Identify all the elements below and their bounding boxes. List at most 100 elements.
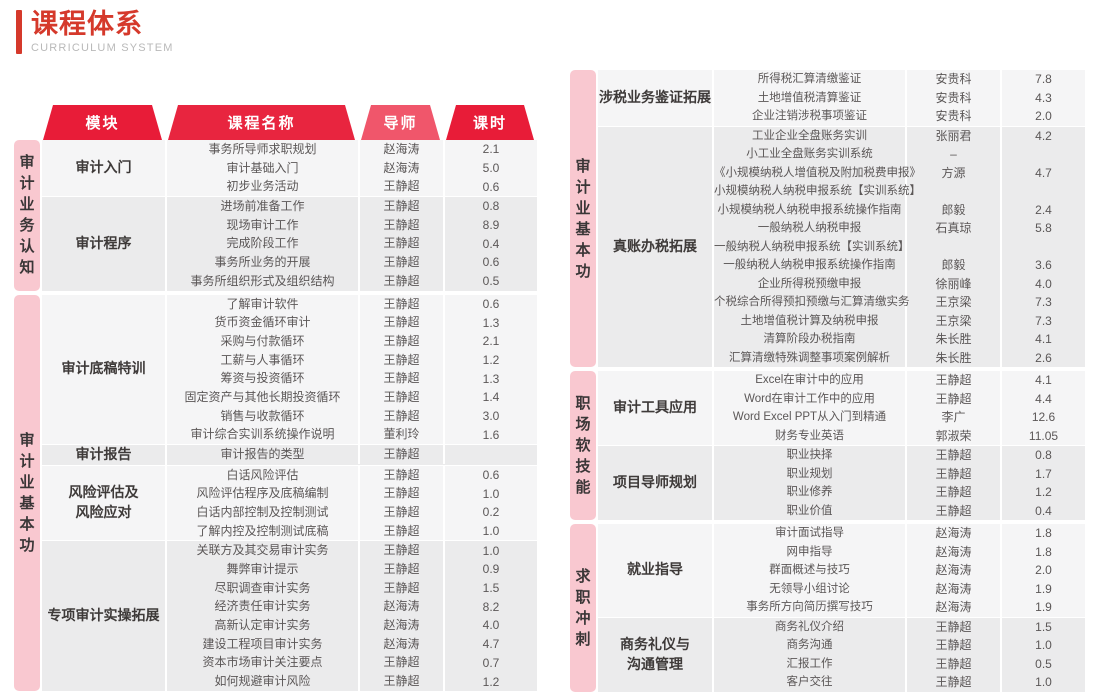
course-row: 固定资产与其他长期投资循环 王静超 1.4 (167, 387, 537, 407)
hours-cell: 7.3 (1035, 313, 1052, 328)
hours-cell: 2.6 (1035, 350, 1052, 365)
course-row: 如何规避审计风险 王静超 1.2 (167, 672, 537, 691)
instructor-cell: 王静超 (360, 578, 445, 598)
course-name-cell: 工业企业全盘账务实训 (714, 126, 907, 145)
instructor-cell: 王静超 (360, 294, 445, 314)
course-name-cell: 初步业务活动 (167, 177, 360, 197)
group-label-strip: 职场软技能 (570, 371, 596, 520)
instructor-cell: 王静超 (360, 234, 445, 254)
hours-cell: 12.6 (1031, 410, 1056, 425)
course-name-cell: 企业注销涉税事项鉴证 (714, 107, 907, 126)
instructor-cell: 张丽君 (907, 126, 1002, 145)
group-modules: 审计底稿特训 了解审计软件 王静超 0.6 货币资金循环审计 王静超 1.3 采购与付款循环王… (42, 294, 537, 691)
hours-cell: 2.1 (482, 334, 500, 349)
hours-cell: 0.7 (482, 655, 500, 670)
page-subtitle: CURRICULUM SYSTEM (31, 41, 174, 54)
course-name-cell: 尽职调查审计实务 (167, 578, 360, 598)
hours-cell: 1.7 (1035, 466, 1052, 481)
hours-cell: 5.8 (1035, 221, 1052, 236)
column-header: 导师 (358, 105, 443, 140)
course-row: 个税综合所得预扣预缴与汇算清缴实务 王京梁 7.3 (714, 293, 1085, 312)
course-name-cell: 商务沟通 (714, 636, 907, 655)
instructor-cell: 王静超 (907, 389, 1002, 408)
instructor-cell: 安贵科 (907, 107, 1002, 126)
course-row: 一般纳税人纳税申报 石真琼 5.8 (714, 219, 1085, 238)
hours-cell: 4.3 (1035, 90, 1052, 105)
hours-cell: 0.4 (482, 236, 500, 251)
hours-cell: 0.4 (1035, 503, 1052, 518)
course-row: 小规模纳税人纳税申报系统操作指南 郎毅 2.4 (714, 200, 1085, 219)
column-header-tab: 模块 (43, 105, 162, 140)
course-name-cell: 工薪与人事循环 (167, 350, 360, 370)
course-row: 工业企业全盘账务实训 张丽君 4.2 (714, 126, 1085, 145)
course-name-cell: 企业所得税预缴申报 (714, 274, 907, 293)
column-header-tab: 导师 (361, 105, 440, 140)
hours-cell: 4.1 (1035, 373, 1052, 388)
module-name: 审计底稿特训 (42, 294, 167, 444)
hours-cell: 1.0 (1035, 638, 1052, 653)
course-name-cell: 一般纳税人纳税申报 (714, 219, 907, 238)
course-name-cell: 清算阶段办税指南 (714, 330, 907, 349)
course-row: 工薪与人事循环 王静超 1.2 (167, 350, 537, 370)
module-rows: 事务所导师求职规划 赵海涛 2.1 审计基础入门 赵海涛 5.0 初步业务活动 王静超 0.6 (167, 140, 537, 197)
module-rows: 商务礼仪介绍 王静超 1.5 商务沟通 王静超 1.0 汇报工作 王静超 0.5 客户交往 王静超 1… (714, 617, 1085, 692)
hours-cell: 0.6 (482, 255, 500, 270)
module-name: 专项审计实操拓展 (42, 541, 167, 691)
column-header-tab: 课程名称 (168, 105, 355, 140)
course-name-cell: 汇算清缴特殊调整事项案例解析 (714, 348, 907, 367)
right-table-body: 审计业基本功 涉税业务鉴证拓展 所得税汇算清缴鉴证 安贵科 7.8 土地增值税清算鉴证 安贵… (570, 70, 1085, 692)
course-name-cell: 小规模纳税人纳税申报系统操作指南 (714, 200, 907, 219)
hours-cell: 7.3 (1035, 295, 1052, 310)
instructor-cell: 朱长胜 (907, 348, 1002, 367)
hours-cell: 1.2 (482, 352, 500, 367)
course-row: 货币资金循环审计 王静超 1.3 (167, 313, 537, 332)
course-row: 企业所得税预缴申报 徐丽峰 4.0 (714, 274, 1085, 293)
hours-cell: 2.0 (1035, 109, 1052, 124)
course-row: 土地增值税计算及纳税申报 王京梁 7.3 (714, 311, 1085, 330)
group-modules: 审计工具应用 Excel在审计中的应用 王静超 4.1 Word在审计工作中的应用 王静超… (598, 371, 1085, 520)
hours-cell: 0.2 (482, 505, 500, 520)
hours-cell: 1.3 (482, 371, 500, 386)
hours-cell: 0.5 (1035, 656, 1052, 671)
course-row: 事务所组织形式及组织结构 王静超 0.5 (167, 271, 537, 291)
hours-cell: 0.8 (1035, 448, 1052, 463)
instructor-cell: 王京梁 (907, 311, 1002, 330)
instructor-cell: 安贵科 (907, 70, 1002, 89)
instructor-cell: 王静超 (360, 253, 445, 272)
course-row: 商务礼仪介绍 王静超 1.5 (714, 617, 1085, 636)
course-row: 销售与收款循环 王静超 3.0 (167, 406, 537, 426)
course-name-cell: 《小规模纳税人增值税及附加税费申报》 (714, 163, 921, 182)
hours-cell: 1.5 (1035, 619, 1052, 634)
instructor-cell: 赵海涛 (360, 597, 445, 617)
hours-cell: 3.6 (1035, 258, 1052, 273)
course-name-cell: 事务所方向简历撰写技巧 (714, 598, 907, 617)
module-name: 商务礼仪与 沟通管理 (598, 617, 714, 692)
hours-cell: 2.0 (1035, 563, 1052, 578)
hours-cell: 1.0 (482, 524, 500, 538)
group-label-strip: 审计业基本功 (570, 70, 596, 367)
hours-cell: 0.5 (482, 274, 500, 289)
hours-cell: 0.6 (482, 179, 500, 194)
module-name: 审计报告 (42, 445, 167, 465)
instructor-cell: 赵海涛 (907, 542, 1002, 561)
course-row: 了解审计软件 王静超 0.6 (167, 294, 537, 314)
course-name-cell: 职业抉择 (714, 446, 907, 465)
module-name: 就业指导 (598, 524, 714, 617)
instructor-cell: 李广 (907, 408, 1002, 427)
column-header: 模块 (40, 105, 165, 140)
module-block: 审计入门 事务所导师求职规划 赵海涛 2.1 审计基础入门 赵海涛 5.0 初步业务活动 王静超… (42, 140, 537, 197)
module-group: 审计业基本功 审计底稿特训 了解审计软件 王静超 0.6 货币资金循环审计 王静超 1.3 采购… (14, 294, 537, 691)
course-name-cell: 采购与付款循环 (167, 331, 360, 351)
instructor-cell: 王静超 (360, 331, 445, 351)
hours-cell: 7.8 (1035, 72, 1052, 87)
instructor-cell: 王静超 (360, 521, 445, 541)
module-block: 真账办税拓展 工业企业全盘账务实训 张丽君 4.2 小工业全盘账务实训系统 – 《小规模纳税… (598, 126, 1085, 367)
course-name-cell: 无领导小组讨论 (714, 579, 907, 598)
module-block: 项目导师规划 职业抉择 王静超 0.8 职业规划 王静超 1.7 职业修养 王静超 1.2 职业价值… (598, 446, 1085, 520)
group-label: 审计业基本功 (575, 157, 591, 280)
instructor-cell: 赵海涛 (360, 140, 445, 159)
instructor-cell: 王静超 (360, 387, 445, 407)
instructor-cell: 赵海涛 (907, 598, 1002, 617)
course-row: 事务所方向简历撰写技巧 赵海涛 1.9 (714, 598, 1085, 617)
course-name-cell: 小规模纳税人纳税申报系统【实训系统】 (714, 182, 921, 201)
